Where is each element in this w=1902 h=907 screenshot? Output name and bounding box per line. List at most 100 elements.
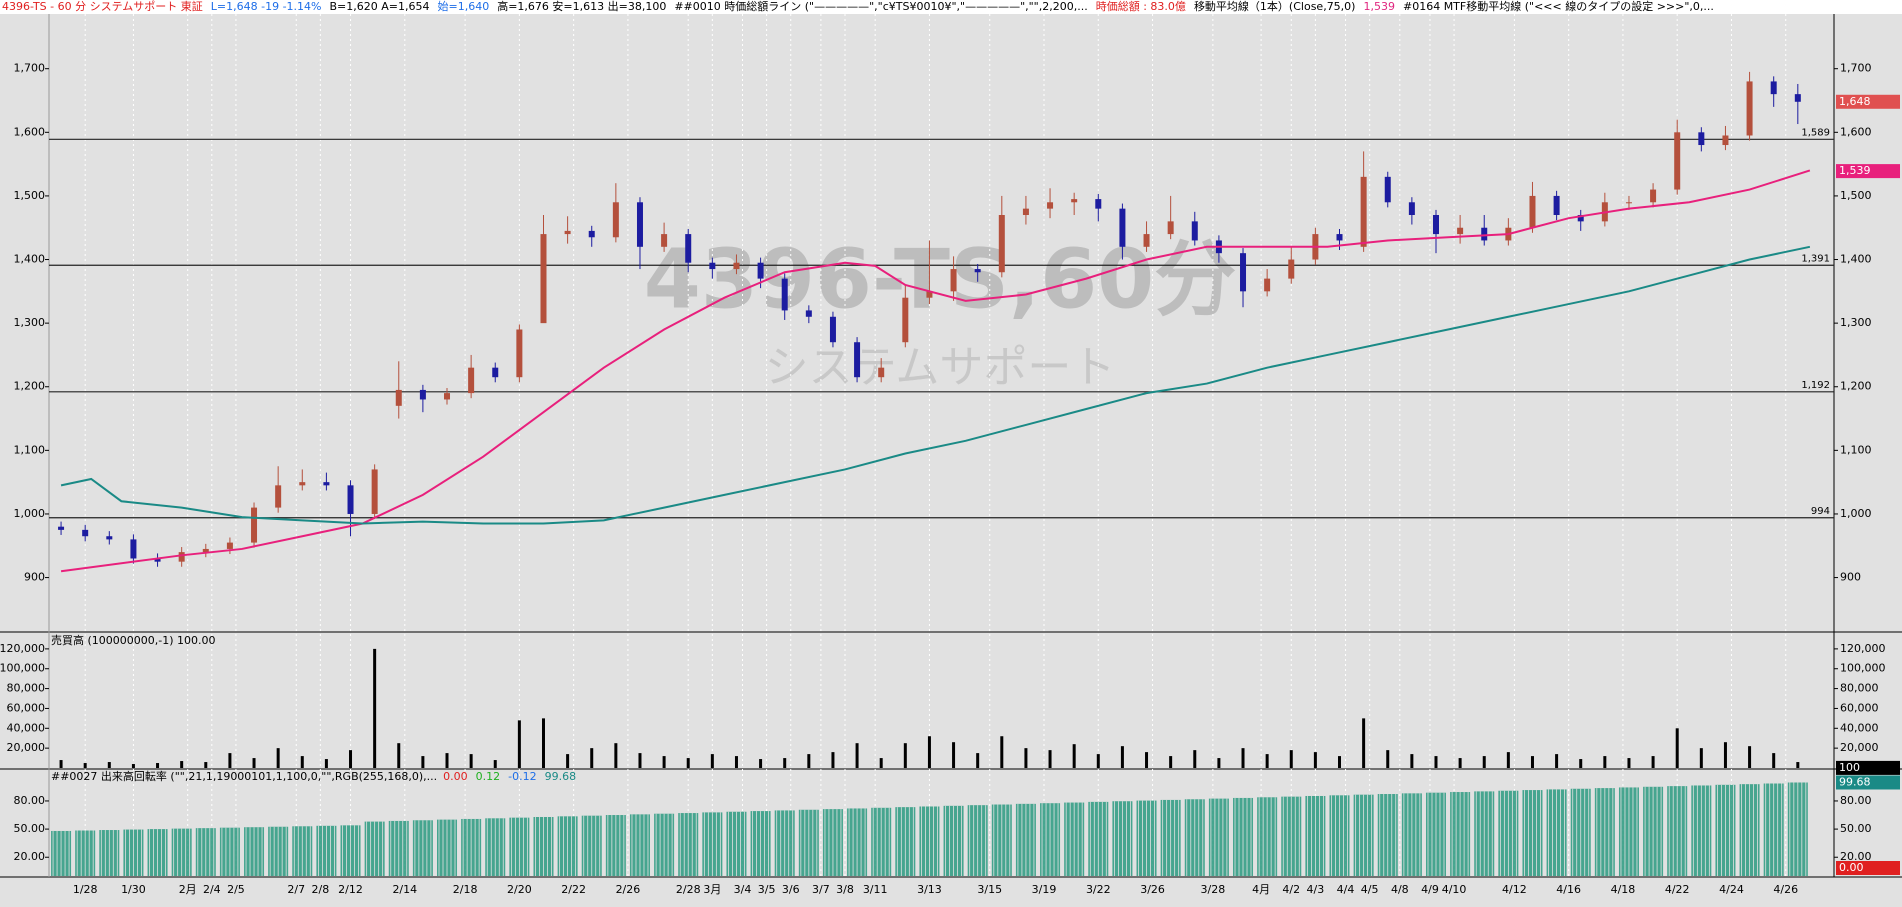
y-tick-label: 60,000 <box>7 701 46 714</box>
y-tick-label: 20.00 <box>14 850 46 863</box>
value-marker-label: 100 <box>1839 761 1860 774</box>
volume-bar <box>1169 756 1173 768</box>
y-tick-label: 20,000 <box>1840 741 1879 754</box>
candle-body <box>1191 221 1198 241</box>
volume-bar <box>1579 759 1583 768</box>
x-tick-label: 2/22 <box>561 883 586 896</box>
volume-bar <box>107 762 111 768</box>
candle-body <box>1674 132 1681 190</box>
x-tick-label: 1/30 <box>121 883 146 896</box>
y-tick-label: 1,000 <box>1840 507 1872 520</box>
volume-bar <box>734 756 738 768</box>
y-tick-label: 120,000 <box>1840 642 1886 655</box>
y-tick-label: 1,100 <box>14 443 46 456</box>
value-marker-label: 1,648 <box>1839 95 1871 108</box>
volume-bar <box>300 756 304 768</box>
candle-body <box>444 393 451 400</box>
volume-bar <box>638 753 642 768</box>
candle-body <box>661 234 668 247</box>
x-tick-label: 4/24 <box>1719 883 1744 896</box>
candle-body <box>468 367 475 394</box>
candle-body <box>1794 94 1801 102</box>
x-tick-label: 3/6 <box>782 883 800 896</box>
volume-bar <box>1482 756 1486 768</box>
candle-body <box>1746 81 1753 136</box>
volume-bar <box>1434 756 1438 768</box>
turnover-readout: -0.12 <box>508 770 536 783</box>
candle-body <box>709 262 716 270</box>
volume-bar <box>541 718 545 768</box>
y-tick-label: 80,000 <box>7 682 46 695</box>
y-tick-label: 1,600 <box>14 125 46 138</box>
candle-body <box>564 230 571 235</box>
volume-bar <box>1530 756 1534 768</box>
header-item: ##0010 時価総額ライン ("—————","c¥TS¥0010¥","——… <box>674 0 1087 13</box>
volume-bar <box>952 742 956 768</box>
candle-body <box>1384 176 1391 203</box>
x-tick-label: 3/7 <box>812 883 830 896</box>
candle-body <box>636 202 643 247</box>
volume-bar <box>397 743 401 768</box>
x-tick-label: 3/15 <box>977 883 1002 896</box>
candle-body <box>1264 278 1271 292</box>
y-tick-label: 1,200 <box>14 380 46 393</box>
x-tick-label: 4/18 <box>1611 883 1636 896</box>
value-marker-label: 99.68 <box>1839 775 1871 788</box>
y-tick-label: 80,000 <box>1840 682 1879 695</box>
volume-bar <box>566 754 570 768</box>
candle-body <box>805 310 812 317</box>
volume-bar <box>349 750 353 768</box>
candle-body <box>733 262 740 270</box>
volume-bar <box>421 756 425 768</box>
header-item: B=1,620 A=1,654 <box>330 0 430 13</box>
volume-bar <box>1289 750 1293 768</box>
volume-bar <box>228 753 232 768</box>
candle-body <box>1360 176 1367 247</box>
candle-body <box>974 269 981 273</box>
volume-bar <box>1699 748 1703 768</box>
candle-body <box>58 526 65 530</box>
volume-bar <box>1265 754 1269 768</box>
y-tick-label: 1,400 <box>14 253 46 266</box>
volume-bar <box>1772 753 1776 768</box>
turnover-readout: 0.00 <box>443 770 468 783</box>
turnover-readout: 0.12 <box>476 770 501 783</box>
candle-body <box>1240 253 1247 292</box>
candle-body <box>685 234 692 263</box>
y-tick-label: 1,700 <box>14 62 46 75</box>
volume-bar <box>324 759 328 768</box>
y-tick-label: 1,500 <box>1840 189 1872 202</box>
candle-body <box>781 278 788 311</box>
volume-bar <box>1748 746 1752 768</box>
candle-body <box>323 482 330 486</box>
x-tick-label: 4月 <box>1252 883 1270 896</box>
x-tick-label: 4/22 <box>1665 883 1690 896</box>
candle-body <box>1408 202 1415 216</box>
x-tick-label: 4/9 <box>1421 883 1439 896</box>
volume-bar <box>1217 758 1221 768</box>
candle-body <box>1457 227 1464 235</box>
volume-bar <box>445 753 449 768</box>
x-tick-label: 3/26 <box>1140 883 1165 896</box>
candle-body <box>1336 234 1343 241</box>
hline-label: 994 <box>1811 506 1830 517</box>
header-item: 4396-TS - 60 分 システムサポート 東証 <box>2 0 203 13</box>
value-marker <box>1836 164 1900 179</box>
candle-body <box>1481 227 1488 241</box>
x-tick-label: 2/28 <box>676 883 701 896</box>
x-tick-label: 2/26 <box>616 883 641 896</box>
header-item: 時価総額 : 83.0億 <box>1096 0 1186 13</box>
x-tick-label: 2/4 <box>203 883 221 896</box>
y-tick-label: 50.00 <box>14 822 46 835</box>
y-tick-label: 40,000 <box>1840 721 1879 734</box>
x-tick-label: 4/3 <box>1307 883 1325 896</box>
moving-average-line <box>60 169 1811 573</box>
y-tick-label: 1,200 <box>1840 380 1872 393</box>
volume-title: 売買高 (100000000,-1) 100.00 <box>51 633 216 647</box>
volume-bar <box>373 648 377 768</box>
value-marker-label: 1,539 <box>1839 164 1871 177</box>
hline-label: 1,192 <box>1801 380 1830 391</box>
volume-bar <box>1723 742 1727 768</box>
